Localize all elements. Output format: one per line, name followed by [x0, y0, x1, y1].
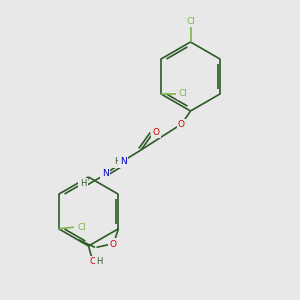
- Text: O: O: [178, 120, 185, 129]
- Text: Cl: Cl: [179, 89, 188, 98]
- Text: H: H: [96, 257, 103, 266]
- Text: H: H: [114, 158, 121, 166]
- Text: N: N: [102, 169, 108, 178]
- Text: N: N: [120, 158, 126, 166]
- Text: H: H: [80, 179, 86, 188]
- Text: O: O: [110, 240, 116, 249]
- Text: O: O: [89, 257, 97, 266]
- Text: Cl: Cl: [78, 223, 86, 232]
- Text: O: O: [152, 128, 160, 136]
- Text: Cl: Cl: [186, 17, 195, 26]
